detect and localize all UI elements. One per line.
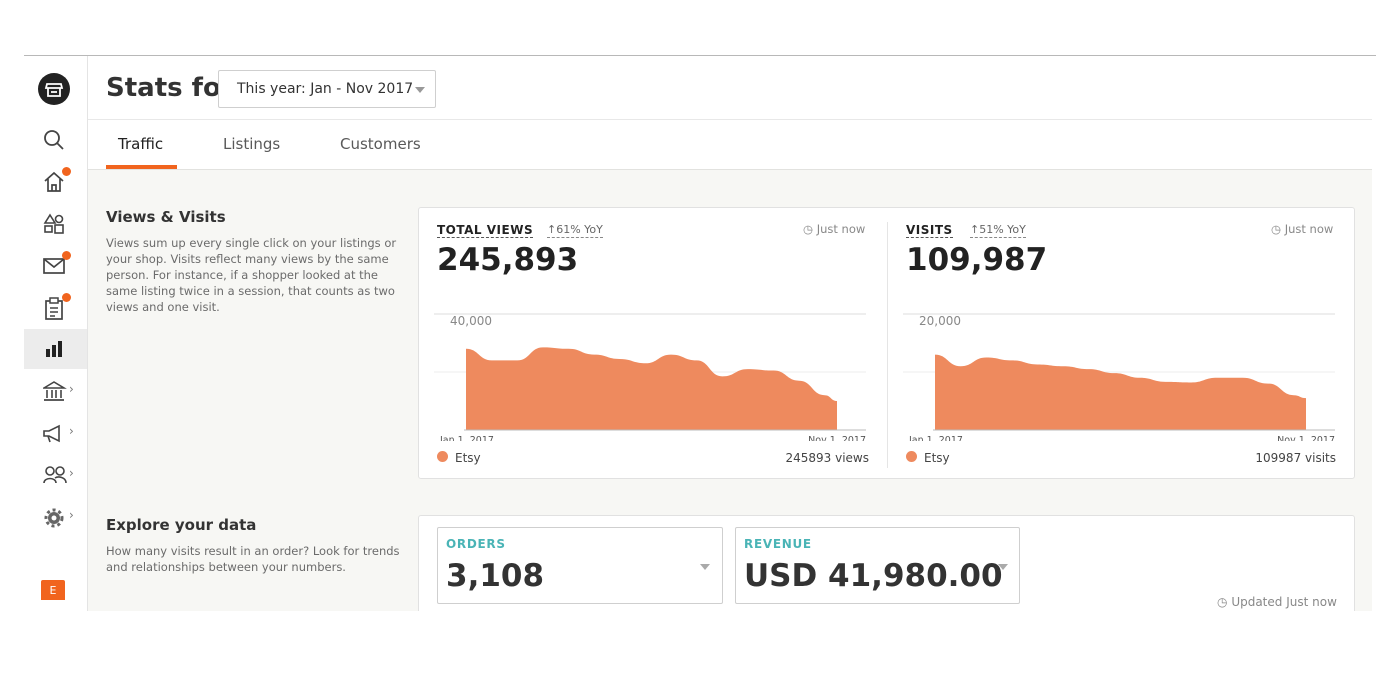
notification-badge bbox=[62, 167, 71, 176]
caret-down-icon bbox=[415, 87, 425, 93]
explore-card: ORDERS 3,108 REVENUE USD 41,980.00 ◷ Upd… bbox=[418, 515, 1355, 611]
chevron-right-icon: › bbox=[69, 424, 74, 438]
total-views-yoy[interactable]: ↑61% YoY bbox=[547, 223, 603, 238]
sidebar-item-finances[interactable]: › bbox=[24, 371, 87, 411]
avatar[interactable]: E bbox=[41, 580, 65, 600]
sidebar: › › › › E bbox=[24, 56, 88, 611]
notification-badge bbox=[62, 251, 71, 260]
total-views-legend-total: 245893 views bbox=[785, 451, 869, 465]
store-icon bbox=[44, 83, 64, 97]
y-tick-label: 40,000 bbox=[450, 314, 492, 328]
section-title-views-visits: Views & Visits bbox=[106, 208, 226, 226]
total-views-value: 245,893 bbox=[437, 242, 579, 278]
revenue-value: USD 41,980.00 bbox=[744, 558, 1003, 594]
marketing-icon bbox=[43, 424, 60, 443]
messages-icon bbox=[43, 258, 65, 274]
clock-icon: ◷ bbox=[1217, 595, 1228, 609]
tab-customers[interactable]: Customers bbox=[340, 135, 421, 153]
divider bbox=[88, 119, 1372, 120]
sidebar-item-search[interactable] bbox=[24, 119, 87, 159]
legend-label: Etsy bbox=[924, 451, 950, 465]
visits-label[interactable]: VISITS bbox=[906, 223, 953, 238]
sidebar-item-home[interactable] bbox=[24, 161, 87, 201]
sidebar-item-settings[interactable]: › bbox=[24, 497, 87, 537]
date-range-value: This year: Jan - Nov 2017 bbox=[237, 81, 414, 97]
chevron-right-icon: › bbox=[69, 382, 74, 396]
stats-icon bbox=[46, 341, 62, 357]
sidebar-item-listings[interactable] bbox=[24, 203, 87, 243]
chevron-right-icon: › bbox=[69, 508, 74, 522]
app-frame: › › › › E bbox=[24, 55, 1376, 611]
caret-down-icon bbox=[998, 564, 1008, 570]
tab-listings[interactable]: Listings bbox=[223, 135, 281, 153]
shop-manager-logo[interactable] bbox=[38, 73, 70, 105]
sidebar-item-messages[interactable] bbox=[24, 245, 87, 285]
chevron-right-icon: › bbox=[69, 466, 74, 480]
visits-chart: 20,000 Jan 1, 2017 Nov 1, 2017 bbox=[903, 313, 1335, 441]
page-header: Stats for This year: Jan - Nov 2017 Traf… bbox=[88, 56, 1372, 170]
community-icon bbox=[43, 466, 67, 484]
y-tick-label: 20,000 bbox=[919, 314, 961, 328]
x-tick-label: Nov 1, 2017 bbox=[1277, 435, 1335, 441]
total-views-chart: 40,000 Jan 1, 2017 Nov 1, 2017 bbox=[434, 313, 866, 441]
main-content: Stats for This year: Jan - Nov 2017 Traf… bbox=[88, 56, 1372, 611]
views-visits-card: TOTAL VIEWS ↑61% YoY ◷ Just now 245,893 … bbox=[418, 207, 1355, 479]
divider bbox=[887, 222, 888, 468]
section-title-explore: Explore your data bbox=[106, 516, 257, 534]
legend-label: Etsy bbox=[455, 451, 481, 465]
active-tab-indicator bbox=[106, 165, 177, 169]
search-icon bbox=[44, 130, 64, 150]
sidebar-item-stats[interactable] bbox=[24, 329, 87, 369]
caret-down-icon bbox=[700, 564, 710, 570]
orders-value: 3,108 bbox=[446, 558, 545, 594]
date-range-select[interactable]: This year: Jan - Nov 2017 bbox=[218, 70, 436, 108]
section-description-explore: How many visits result in an order? Look… bbox=[106, 544, 400, 574]
visits-value: 109,987 bbox=[906, 242, 1048, 278]
home-icon bbox=[44, 171, 64, 192]
legend-swatch bbox=[437, 451, 448, 462]
arrow-up-icon: ↑ bbox=[547, 223, 557, 236]
revenue-label: REVENUE bbox=[744, 537, 812, 551]
visits-updated: ◷ Just now bbox=[1271, 222, 1334, 236]
section-description-views-visits: Views sum up every single click on your … bbox=[106, 236, 397, 314]
x-tick-label: Nov 1, 2017 bbox=[808, 435, 866, 441]
listings-icon bbox=[43, 213, 64, 234]
x-tick-label: Jan 1, 2017 bbox=[439, 435, 494, 441]
sidebar-item-marketing[interactable]: › bbox=[24, 413, 87, 453]
notification-badge bbox=[62, 293, 71, 302]
settings-icon bbox=[44, 508, 64, 528]
orders-label: ORDERS bbox=[446, 537, 506, 551]
revenue-metric-select[interactable]: REVENUE USD 41,980.00 bbox=[735, 527, 1020, 604]
sidebar-item-orders[interactable] bbox=[24, 287, 87, 327]
sidebar-item-community[interactable]: › bbox=[24, 455, 87, 495]
visits-yoy[interactable]: ↑51% YoY bbox=[970, 223, 1026, 238]
explore-updated: ◷ Updated Just now bbox=[1217, 595, 1337, 609]
orders-icon bbox=[45, 297, 63, 320]
total-views-label[interactable]: TOTAL VIEWS bbox=[437, 223, 534, 238]
page-title: Stats for bbox=[106, 73, 234, 103]
tab-traffic[interactable]: Traffic bbox=[118, 135, 164, 153]
area-series-etsy bbox=[466, 347, 837, 430]
clock-icon: ◷ bbox=[803, 222, 814, 236]
visits-legend-total: 109987 visits bbox=[1255, 451, 1336, 465]
clock-icon: ◷ bbox=[1271, 222, 1282, 236]
finances-icon bbox=[43, 381, 67, 401]
area-series-etsy bbox=[935, 354, 1306, 430]
legend-swatch bbox=[906, 451, 917, 462]
arrow-up-icon: ↑ bbox=[970, 223, 980, 236]
x-tick-label: Jan 1, 2017 bbox=[908, 435, 963, 441]
orders-metric-select[interactable]: ORDERS 3,108 bbox=[437, 527, 723, 604]
total-views-updated: ◷ Just now bbox=[803, 222, 866, 236]
